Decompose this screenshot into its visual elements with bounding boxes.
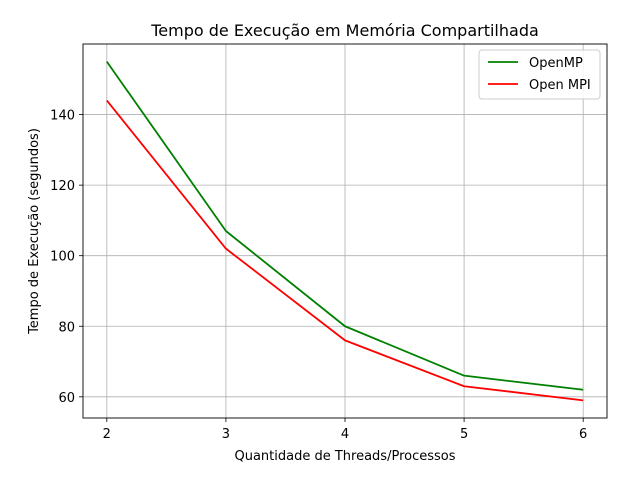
legend: OpenMP Open MPI (478, 49, 601, 100)
series-line-openmp (106, 61, 584, 391)
y-tick-label: 120 (50, 179, 75, 194)
y-axis-label: Tempo de Execução (segundos) (27, 128, 42, 335)
series-lines (106, 61, 584, 402)
x-tick-label: 3 (222, 427, 230, 442)
x-tick-label: 2 (103, 427, 111, 442)
legend-label-open-mpi: Open MPI (529, 78, 591, 93)
x-tick-label: 4 (341, 427, 349, 442)
y-tick-label: 100 (50, 250, 75, 265)
legend-label-openmp: OpenMP (529, 56, 583, 71)
series-line-open-mpi (106, 99, 584, 402)
x-tick-label: 5 (460, 427, 468, 442)
y-tick-label: 80 (58, 320, 75, 335)
y-tick-label: 140 (50, 109, 75, 124)
y-tick-label: 60 (58, 391, 75, 406)
x-axis-label: Quantidade de Threads/Processos (234, 449, 455, 464)
y-axis-ticks: 60 80 100 120 140 (50, 109, 83, 406)
x-axis-ticks: 2 3 4 5 6 (103, 418, 587, 442)
chart-title: Tempo de Execução em Memória Compartilha… (150, 21, 539, 40)
x-tick-label: 6 (579, 427, 587, 442)
